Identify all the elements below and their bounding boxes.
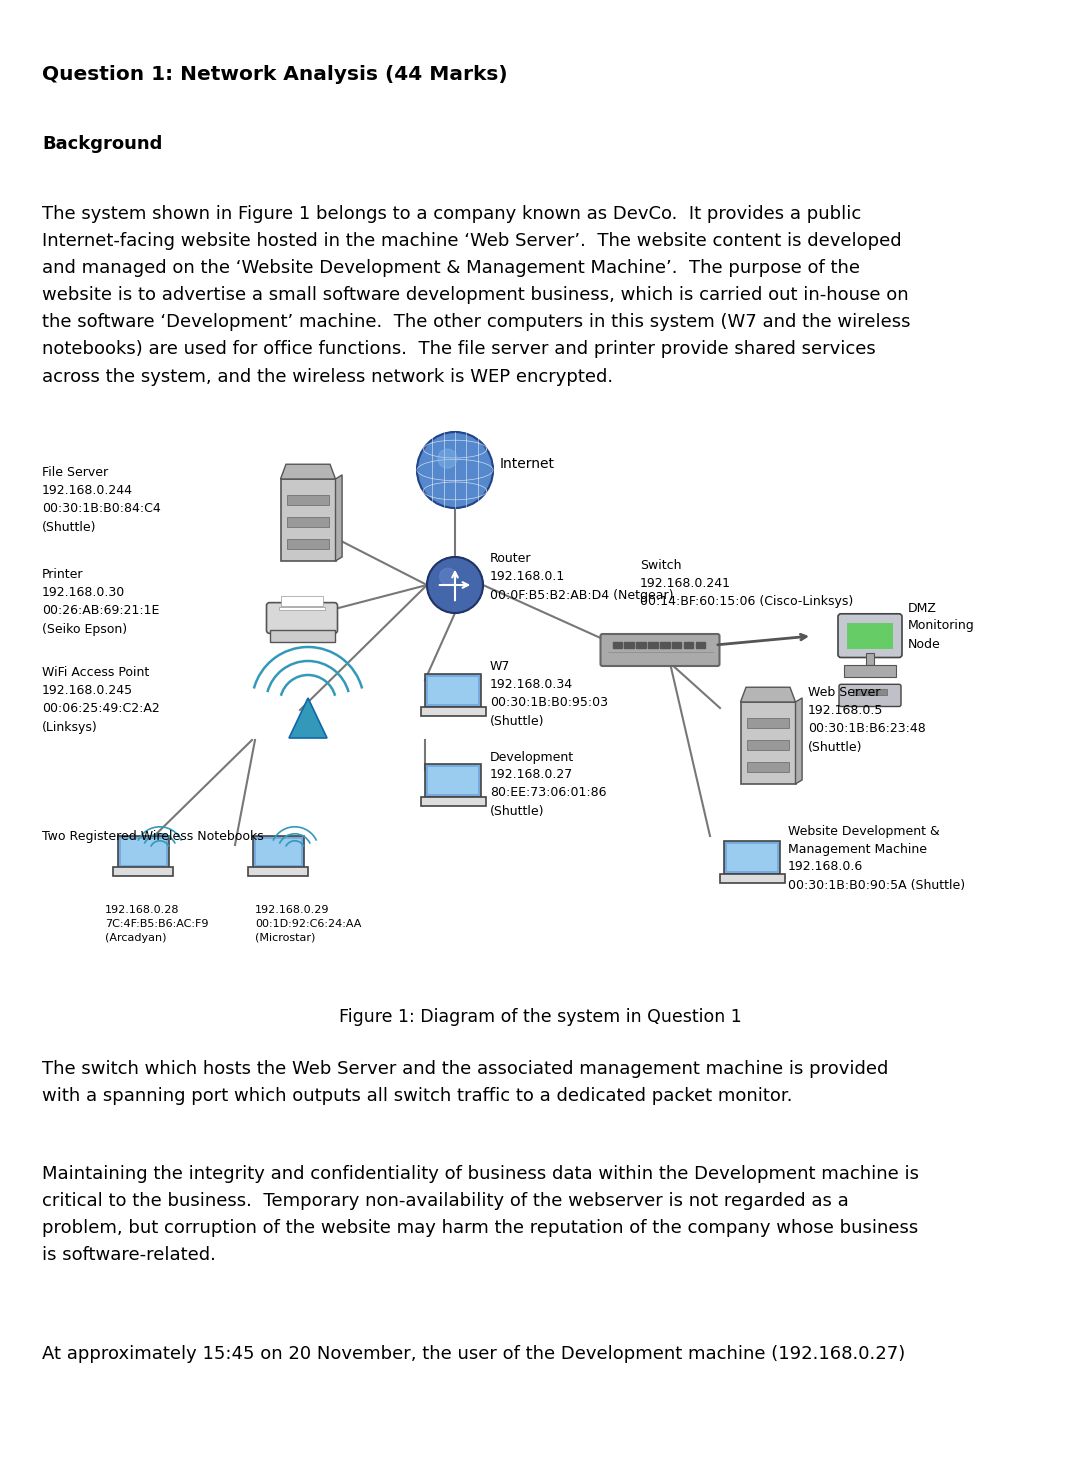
Bar [684,642,693,648]
Polygon shape [336,474,342,561]
Text: Switch
192.168.0.241
00:14:BF:60:15:06 (Cisco-Linksys): Switch 192.168.0.241 00:14:BF:60:15:06 (… [640,559,853,607]
Bar [852,689,888,695]
Polygon shape [281,464,336,479]
FancyBboxPatch shape [253,837,303,867]
Text: Development
192.168.0.27
80:EE:73:06:01:86
(Shuttle): Development 192.168.0.27 80:EE:73:06:01:… [490,750,607,818]
Bar [741,702,796,784]
Circle shape [437,450,457,469]
Bar [624,642,634,648]
Bar [648,642,658,648]
Text: The switch which hosts the Web Server and the associated management machine is p: The switch which hosts the Web Server an… [42,1060,889,1105]
Text: DMZ
Monitoring
Node: DMZ Monitoring Node [908,602,975,651]
Text: At approximately 15:45 on 20 November, the user of the Development machine (192.: At approximately 15:45 on 20 November, t… [42,1345,905,1364]
Text: The system shown in Figure 1 belongs to a company known as DevCo.  It provides a: The system shown in Figure 1 belongs to … [42,204,910,385]
Text: WiFi Access Point
192.168.0.245
00:06:25:49:C2:A2
(Linksys): WiFi Access Point 192.168.0.245 00:06:25… [42,667,160,733]
Bar [847,623,893,648]
Bar [287,517,329,527]
FancyBboxPatch shape [429,766,477,794]
Text: W7
192.168.0.34
00:30:1B:B0:95:03
(Shuttle): W7 192.168.0.34 00:30:1B:B0:95:03 (Shutt… [490,660,608,727]
Text: Question 1: Network Analysis (44 Marks): Question 1: Network Analysis (44 Marks) [42,66,508,85]
FancyBboxPatch shape [118,837,168,867]
Text: Router
192.168.0.1
00:0F:B5:B2:AB:D4 (Netgear): Router 192.168.0.1 00:0F:B5:B2:AB:D4 (Ne… [490,552,674,602]
Bar [747,762,788,772]
Polygon shape [289,698,327,737]
FancyBboxPatch shape [426,764,481,797]
Bar [281,479,336,561]
FancyBboxPatch shape [113,867,173,876]
FancyBboxPatch shape [420,707,486,717]
Text: 192.168.0.29
00:1D:92:C6:24:AA
(Microstar): 192.168.0.29 00:1D:92:C6:24:AA (Microsta… [255,905,362,943]
Text: Website Development &
Management Machine
192.168.0.6
00:30:1B:B0:90:5A (Shuttle): Website Development & Management Machine… [788,825,966,892]
Bar [281,596,323,606]
Text: File Server
192.168.0.244
00:30:1B:B0:84:C4
(Shuttle): File Server 192.168.0.244 00:30:1B:B0:84… [42,467,161,533]
Text: Maintaining the integrity and confidentiality of business data within the Develo: Maintaining the integrity and confidenti… [42,1165,919,1264]
Bar [747,740,788,750]
Bar [747,718,788,729]
Bar [270,631,335,642]
FancyBboxPatch shape [429,676,477,704]
FancyBboxPatch shape [256,839,300,864]
Bar [843,664,896,676]
FancyBboxPatch shape [426,673,481,708]
Circle shape [427,558,483,613]
Text: Internet: Internet [500,457,555,472]
FancyBboxPatch shape [267,603,337,634]
Bar [696,642,705,648]
FancyBboxPatch shape [121,839,165,864]
Bar [287,495,329,505]
FancyBboxPatch shape [727,844,777,872]
Text: Two Registered Wireless Notebooks: Two Registered Wireless Notebooks [42,829,264,842]
Bar [866,653,874,664]
Bar [672,642,681,648]
FancyBboxPatch shape [719,875,784,883]
FancyBboxPatch shape [838,613,902,657]
FancyBboxPatch shape [839,685,901,707]
FancyBboxPatch shape [248,867,308,876]
Bar [287,539,329,549]
Bar [636,642,646,648]
FancyBboxPatch shape [420,797,486,806]
Text: 192.168.0.28
7C:4F:B5:B6:AC:F9
(Arcadyan): 192.168.0.28 7C:4F:B5:B6:AC:F9 (Arcadyan… [105,905,208,943]
FancyBboxPatch shape [600,634,719,666]
Text: Printer
192.168.0.30
00:26:AB:69:21:1E
(Seiko Epson): Printer 192.168.0.30 00:26:AB:69:21:1E (… [42,568,160,635]
Bar [660,642,670,648]
Circle shape [440,568,457,585]
FancyBboxPatch shape [725,841,780,875]
Bar [280,606,325,610]
Text: Web Server
192.168.0.5
00:30:1B:B6:23:48
(Shuttle): Web Server 192.168.0.5 00:30:1B:B6:23:48… [808,686,926,753]
Text: Background: Background [42,134,162,153]
Text: Figure 1: Diagram of the system in Question 1: Figure 1: Diagram of the system in Quest… [339,1007,741,1026]
Circle shape [417,432,492,508]
Polygon shape [796,698,802,784]
Bar [612,642,622,648]
Polygon shape [741,688,796,702]
